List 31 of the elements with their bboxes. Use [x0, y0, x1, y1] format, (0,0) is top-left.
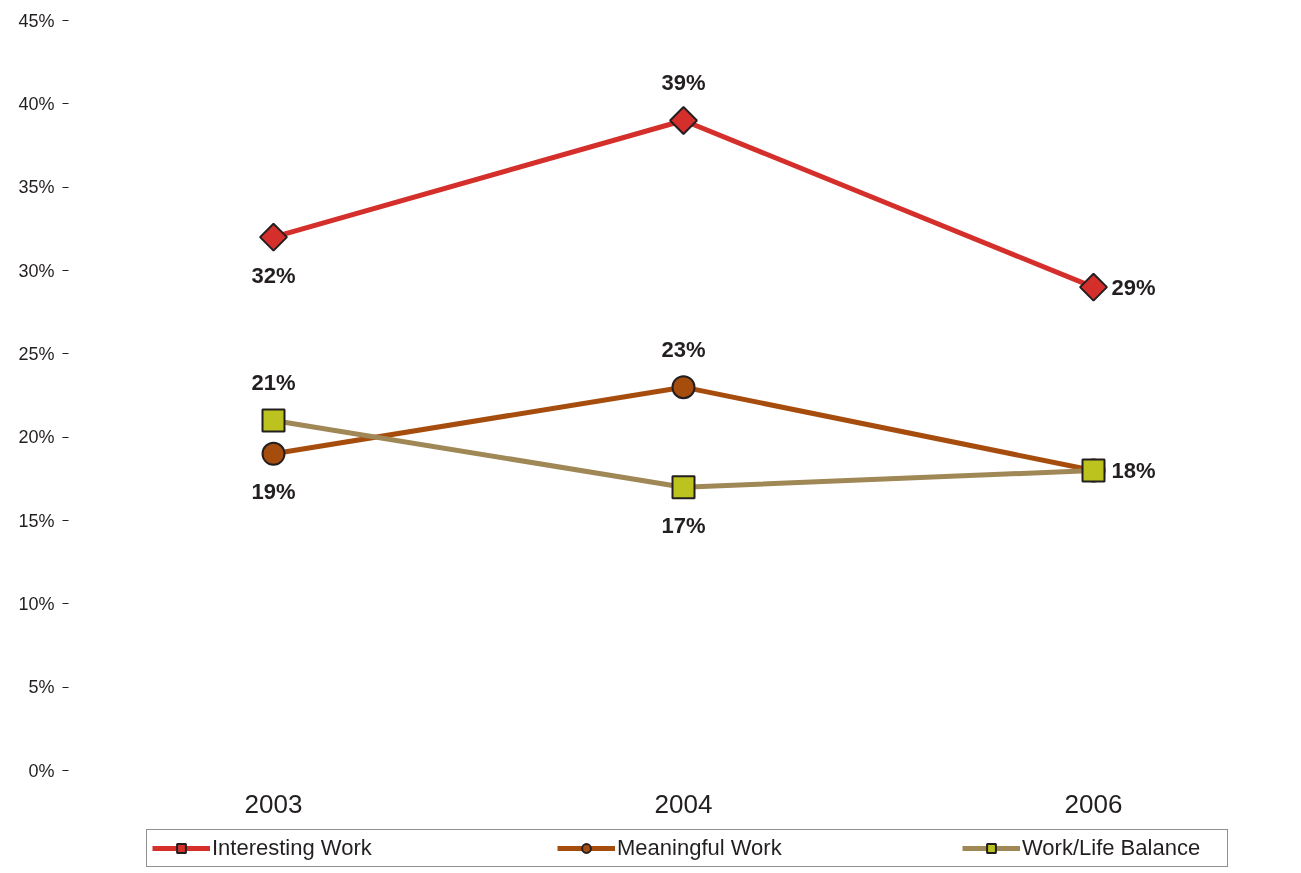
point — [1079, 272, 1108, 302]
data-label: 17% — [661, 512, 706, 538]
y-tick-label: 15% — [18, 510, 55, 531]
data-label: 23% — [661, 336, 706, 362]
point — [261, 408, 286, 433]
data-label: 21% — [251, 370, 296, 395]
y-tick-label: 0% — [28, 760, 55, 781]
point — [261, 441, 286, 466]
data-label: 29% — [1111, 274, 1156, 300]
point — [259, 222, 288, 252]
data-label: 32% — [251, 262, 296, 288]
data-label: 18% — [1111, 458, 1156, 483]
y-tick-label: 20% — [18, 427, 55, 448]
y-tick-label: 40% — [18, 93, 55, 114]
x-tick-label: 2004 — [654, 788, 713, 819]
data-label: 39% — [661, 70, 706, 95]
point — [669, 106, 698, 135]
data-label: 19% — [251, 479, 296, 505]
y-tick-label: 45% — [18, 10, 55, 31]
point — [671, 475, 696, 500]
y-tick-label: 35% — [18, 177, 55, 198]
y-tick-label: 25% — [18, 343, 55, 364]
y-tick-label: 5% — [28, 677, 55, 698]
y-tick-label: 30% — [18, 260, 55, 281]
legend-label: Meaningful Work — [617, 835, 783, 861]
legend-label: Interesting Work — [212, 835, 373, 861]
point — [671, 375, 696, 400]
x-tick-label: 2003 — [244, 788, 303, 819]
y-tick-label: 10% — [18, 593, 55, 614]
x-tick-label: 2006 — [1064, 788, 1123, 819]
legend-label: Work/Life Balance — [1022, 835, 1202, 861]
